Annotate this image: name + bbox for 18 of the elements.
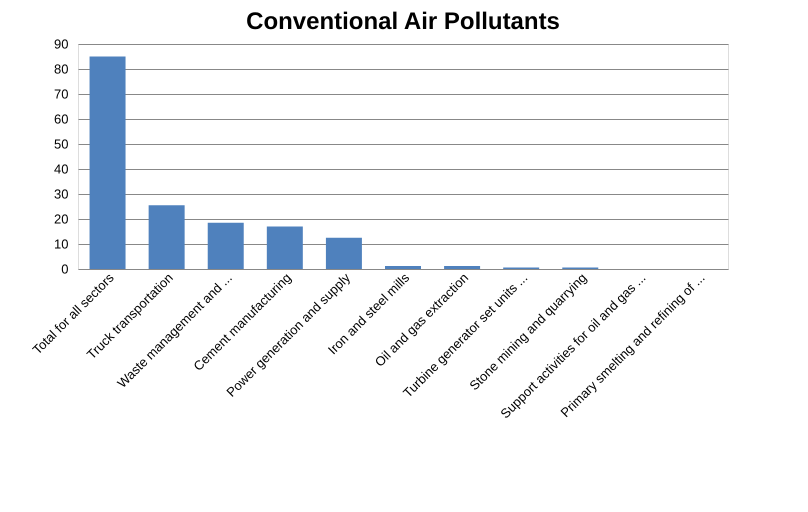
bar bbox=[385, 266, 421, 269]
bar bbox=[326, 238, 362, 269]
bar bbox=[90, 56, 126, 269]
bar bbox=[208, 222, 244, 269]
y-tick-label: 70 bbox=[54, 86, 68, 102]
y-tick-label: 80 bbox=[54, 62, 68, 76]
y-tick-label: 0 bbox=[61, 262, 68, 276]
y-tick-label: 30 bbox=[54, 186, 68, 202]
bar bbox=[148, 205, 185, 269]
bar bbox=[266, 226, 303, 269]
y-tick-label: 60 bbox=[54, 112, 68, 126]
chart-title: Conventional Air Pollutants bbox=[246, 8, 560, 35]
y-tick-label: 40 bbox=[54, 162, 68, 176]
y-tick-label: 50 bbox=[54, 136, 68, 152]
y-tick-label: 10 bbox=[54, 236, 68, 252]
bar bbox=[444, 266, 480, 269]
y-tick-label: 20 bbox=[54, 212, 68, 226]
y-tick-label: 90 bbox=[54, 36, 68, 52]
